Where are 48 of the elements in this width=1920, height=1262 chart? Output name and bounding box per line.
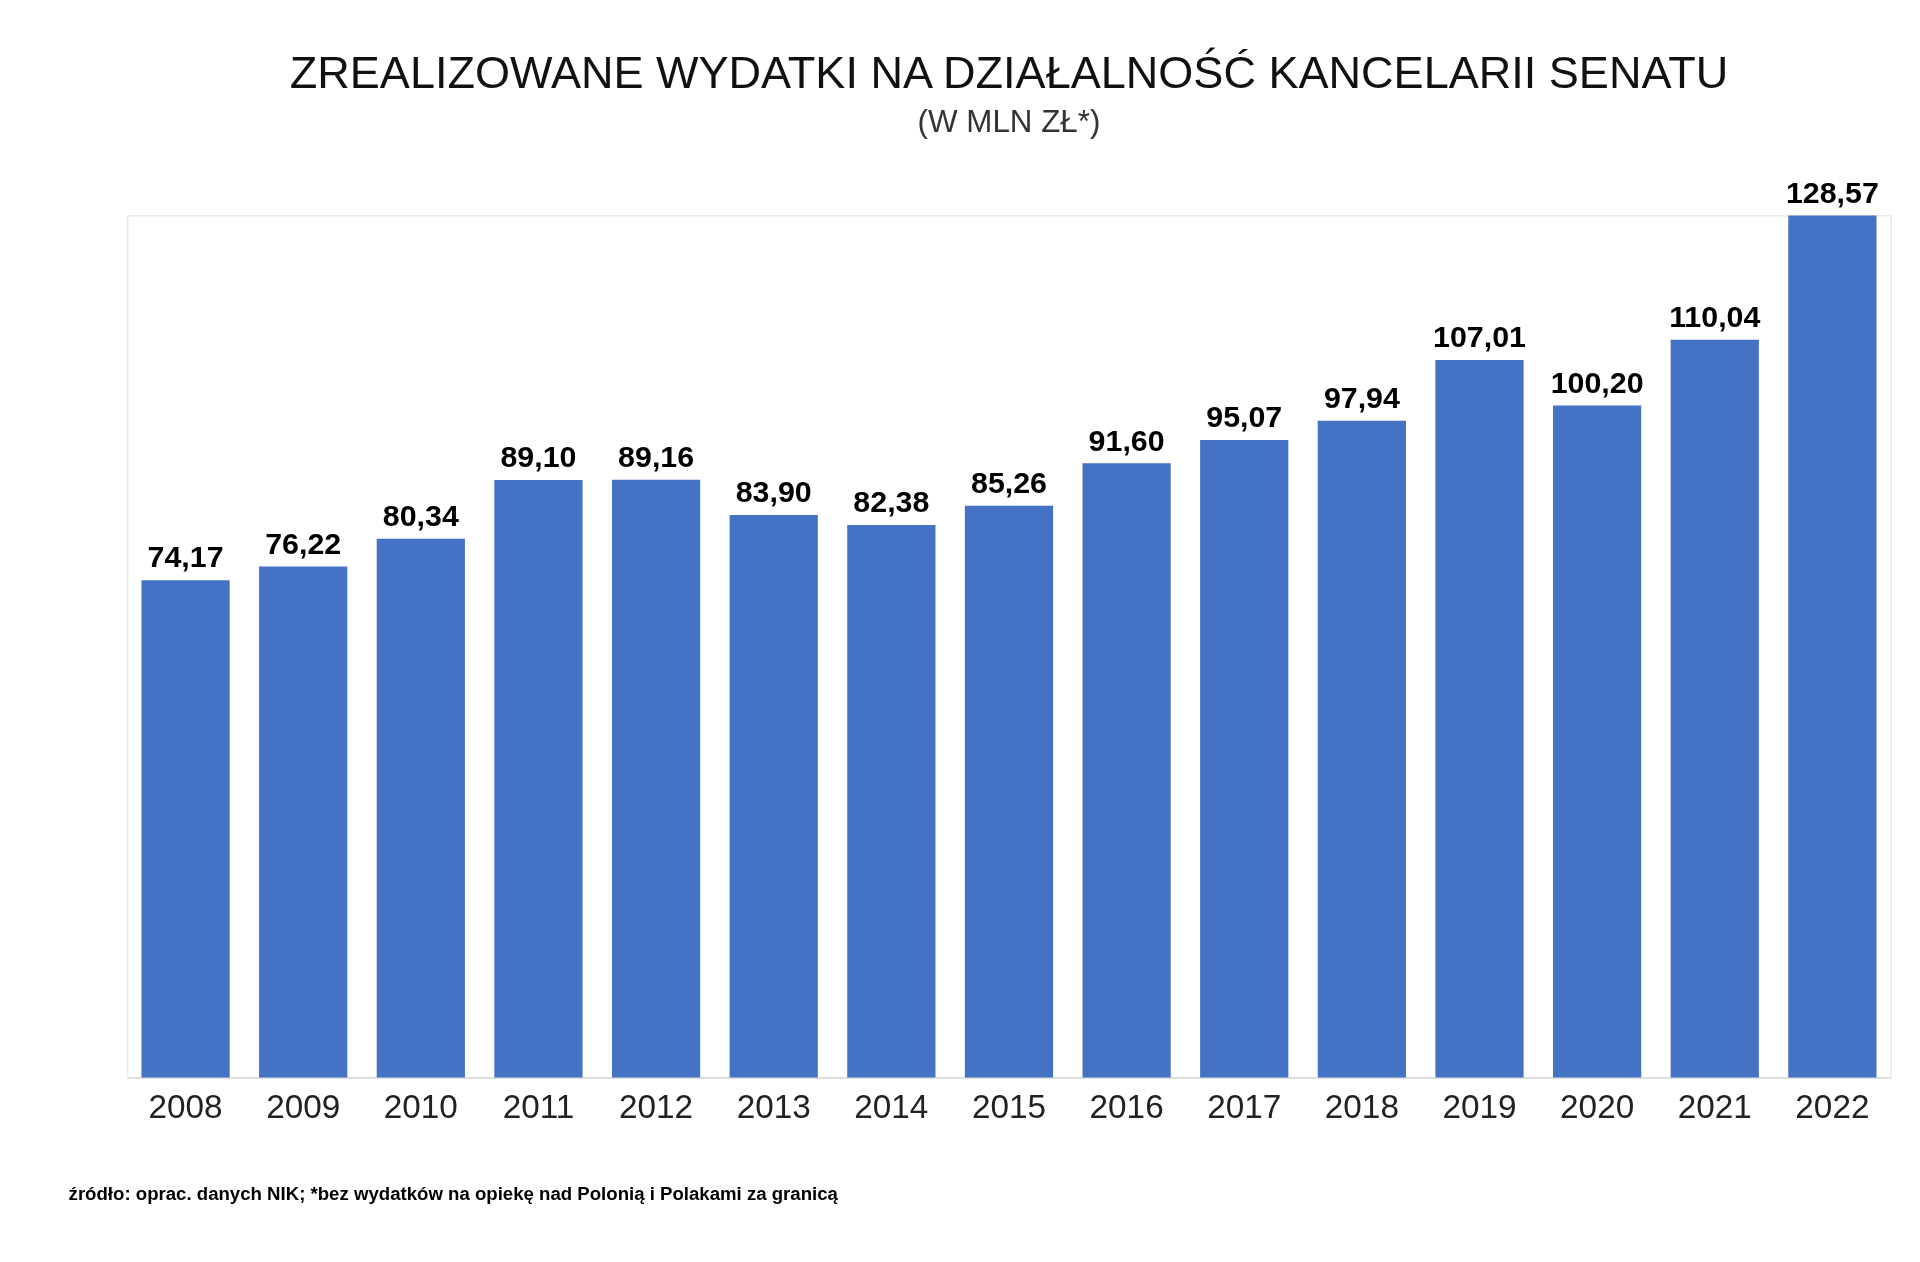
bar (964, 505, 1054, 1078)
x-tick-label: 2009 (266, 1088, 341, 1126)
bar (376, 538, 465, 1078)
x-tick-label: 2022 (1795, 1088, 1870, 1126)
bar (141, 580, 230, 1078)
bar (1082, 463, 1171, 1078)
data-label: 76,22 (265, 526, 342, 560)
data-label: 89,16 (618, 439, 695, 473)
x-tick-label: 2010 (383, 1088, 458, 1126)
data-label: 110,04 (1669, 299, 1761, 333)
data-label: 95,07 (1206, 400, 1283, 434)
x-tick-label: 2014 (854, 1088, 929, 1126)
data-label: 83,90 (735, 475, 812, 509)
x-tick-label: 2021 (1677, 1088, 1752, 1126)
bar (847, 525, 936, 1078)
x-tick-label: 2011 (502, 1088, 575, 1126)
x-tick-label: 2018 (1324, 1088, 1399, 1126)
bar (1317, 420, 1406, 1078)
bar (1788, 215, 1877, 1078)
x-tick-label: 2020 (1560, 1088, 1635, 1126)
x-tick-label: 2008 (148, 1088, 223, 1126)
data-label: 100,20 (1550, 365, 1644, 399)
data-label: 128,57 (1785, 175, 1879, 209)
bar (611, 479, 701, 1078)
data-label: 91,60 (1088, 423, 1165, 457)
x-tick-label: 2012 (619, 1088, 694, 1126)
data-label: 74,17 (147, 540, 224, 574)
data-label: 89,10 (500, 440, 577, 474)
x-tick-label: 2017 (1207, 1088, 1282, 1126)
bar (1200, 440, 1289, 1078)
x-tick-label: 2013 (736, 1088, 811, 1126)
text: źródło: oprac. danych NIK; *bez wydatków na opiekę nad Polonią i Polakami za granicą (68, 1182, 839, 1204)
bar (1553, 405, 1642, 1078)
bar (1435, 359, 1524, 1078)
x-tick-label: 2019 (1442, 1088, 1517, 1126)
bar (729, 514, 818, 1078)
data-label: 107,01 (1433, 320, 1527, 354)
chart-subtitle: (W MLN ZŁ*) (917, 104, 1101, 140)
bar (259, 566, 348, 1078)
x-tick-label: 2015 (971, 1088, 1047, 1126)
data-label: 97,94 (1323, 381, 1400, 415)
data-label: 80,34 (382, 499, 459, 533)
chart-title: ZREALIZOWANE WYDATKI NA DZIAŁALNOŚĆ KANCELARII SENATU (289, 47, 1729, 99)
bar (1670, 339, 1759, 1078)
data-label: 82,38 (853, 485, 930, 519)
x-tick-label: 2016 (1089, 1088, 1164, 1126)
data-label: 85,26 (970, 466, 1047, 500)
bar (494, 480, 583, 1078)
